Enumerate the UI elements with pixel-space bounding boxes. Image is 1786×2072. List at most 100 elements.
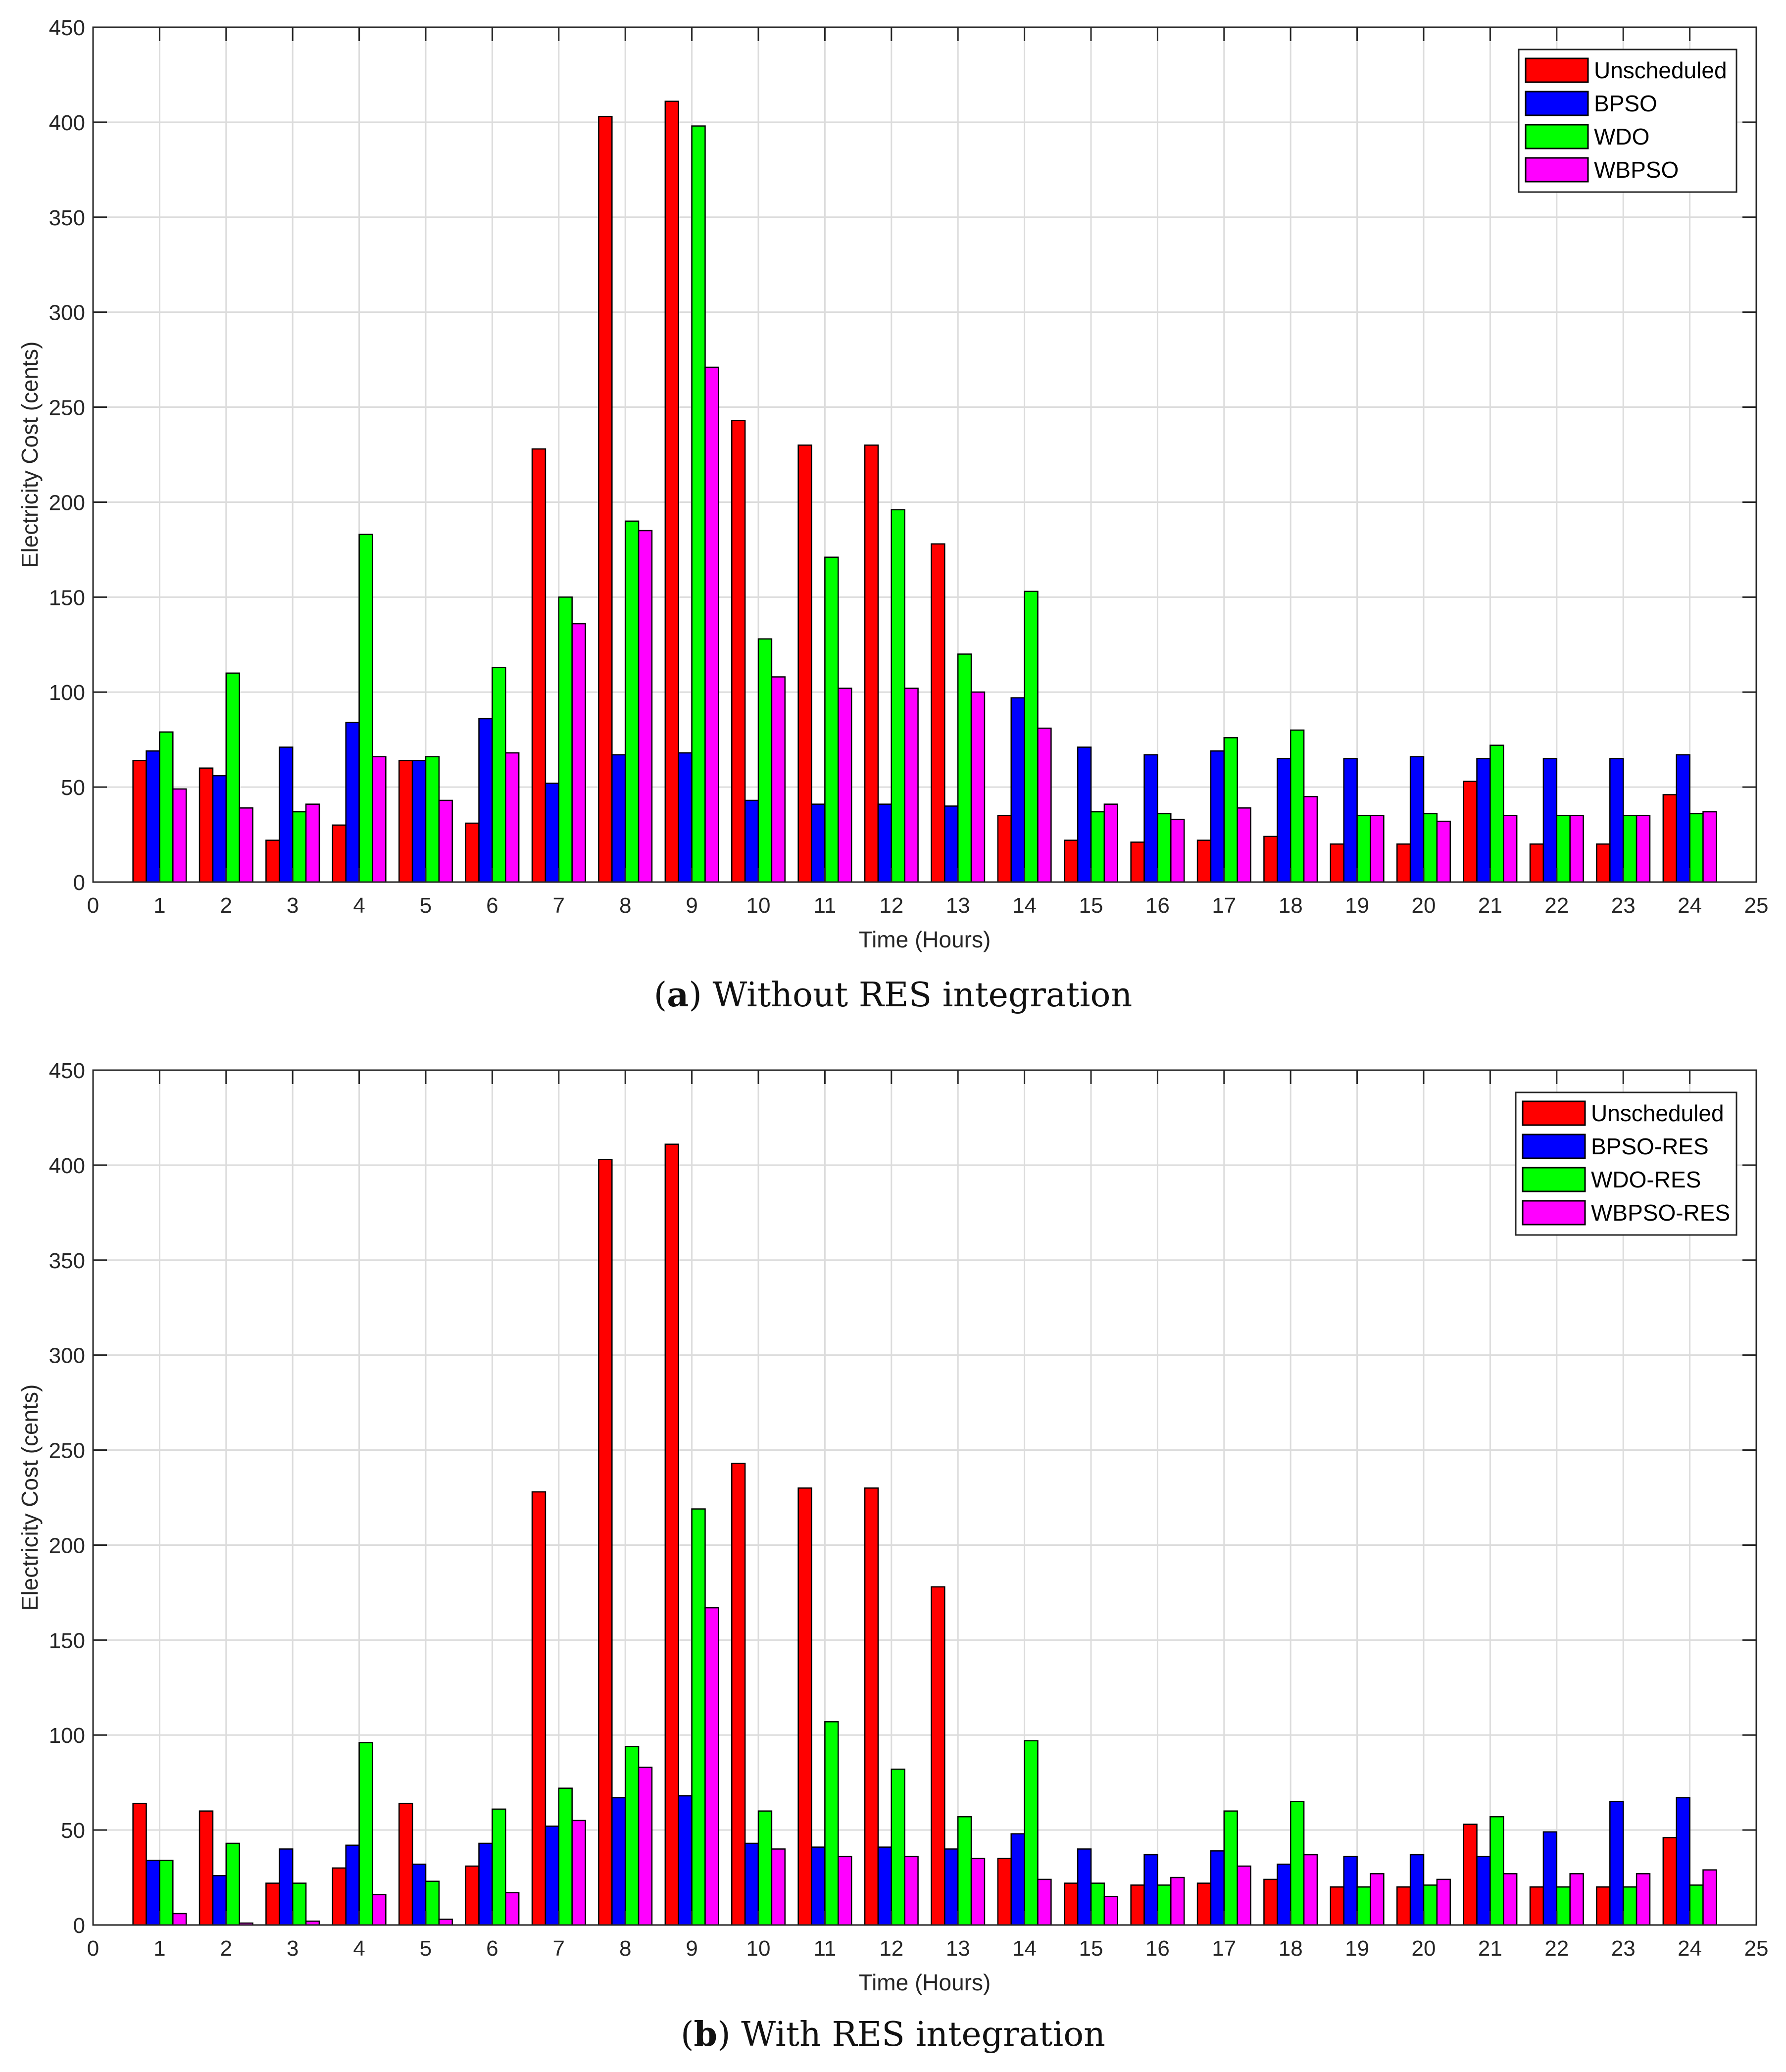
bar-unscheduled-18: [1263, 836, 1278, 883]
x-tick-label: 21: [1478, 893, 1502, 918]
y-tick-label: 100: [49, 1724, 85, 1748]
bar-unscheduled-2: [198, 767, 214, 883]
bar-unscheduled-9: [664, 100, 679, 883]
bar-wbpso-7: [571, 623, 586, 883]
x-tick-label: 9: [686, 1936, 697, 1961]
bar-wbpso-24: [1702, 811, 1717, 883]
bar-wbpso-13: [970, 691, 986, 883]
bar-unscheduled-20: [1396, 1886, 1411, 1926]
bar-wbpso-3: [305, 803, 320, 883]
bar-bpso-14: [1010, 697, 1025, 883]
bar-wbpso-res-13: [970, 1858, 986, 1926]
x-tick-label: 12: [879, 1936, 903, 1961]
bar-unscheduled-16: [1130, 841, 1145, 883]
bar-wbpso-res-24: [1702, 1869, 1717, 1926]
bar-bpso-res-18: [1277, 1863, 1291, 1926]
bar-unscheduled-21: [1463, 781, 1478, 883]
bar-wbpso-17: [1237, 807, 1251, 883]
x-tick-label: 7: [553, 893, 565, 918]
y-tick-label: 50: [61, 1819, 85, 1843]
bar-wbpso-6: [505, 752, 520, 883]
bar-bpso-res-24: [1676, 1797, 1690, 1926]
bar-wbpso-8: [638, 530, 653, 883]
bar-bpso-res-1: [146, 1860, 160, 1926]
bar-unscheduled-24: [1662, 1837, 1677, 1926]
bar-wbpso-10: [771, 676, 786, 883]
bar-bpso-res-20: [1409, 1854, 1425, 1926]
bar-wdo-20: [1423, 813, 1438, 883]
bar-wbpso-res-10: [771, 1848, 786, 1926]
bar-unscheduled-5: [398, 1803, 413, 1926]
bar-bpso-res-19: [1343, 1856, 1358, 1926]
bar-wbpso-res-3: [305, 1921, 320, 1926]
bar-wdo-res-11: [824, 1721, 839, 1926]
bar-wdo-22: [1556, 815, 1571, 883]
bar-wbpso-res-8: [638, 1767, 653, 1926]
bar-wdo-24: [1689, 813, 1704, 883]
bar-unscheduled-8: [598, 116, 613, 883]
legend-swatch: [1525, 91, 1589, 116]
bar-wbpso-5: [438, 799, 453, 883]
bar-wbpso-res-21: [1503, 1873, 1518, 1926]
bar-unscheduled-19: [1330, 1886, 1344, 1926]
bar-wdo-5: [425, 756, 440, 883]
bar-unscheduled-20: [1396, 843, 1411, 883]
bar-unscheduled-2: [198, 1810, 214, 1926]
bar-wdo-res-22: [1556, 1886, 1571, 1926]
bar-bpso-res-23: [1609, 1801, 1624, 1926]
x-tick-label: 20: [1412, 1936, 1436, 1961]
bar-bpso-res-16: [1143, 1854, 1158, 1926]
bar-bpso-res-2: [212, 1875, 227, 1926]
x-tick-label: 4: [353, 1936, 365, 1961]
bar-bpso-res-17: [1210, 1850, 1225, 1926]
bar-unscheduled-15: [1063, 839, 1079, 883]
bar-wdo-res-1: [159, 1860, 174, 1926]
bar-wdo-13: [957, 653, 972, 883]
bar-wdo-res-12: [891, 1769, 905, 1926]
bar-wdo-1: [159, 731, 174, 883]
x-tick-label: 6: [486, 1936, 498, 1961]
bar-unscheduled-18: [1263, 1878, 1278, 1926]
bar-bpso-res-10: [744, 1842, 759, 1926]
bar-unscheduled-3: [265, 1882, 280, 1926]
y-tick-label: 50: [61, 776, 85, 800]
bar-bpso-res-22: [1542, 1831, 1558, 1926]
legend-swatch: [1522, 1100, 1586, 1126]
x-tick-label: 18: [1279, 893, 1303, 918]
x-tick-label: 16: [1145, 893, 1170, 918]
bar-wbpso-2: [239, 807, 253, 883]
x-tick-label: 3: [287, 1936, 298, 1961]
legend: Unscheduled BPSO WDO WBPSO: [1518, 49, 1737, 193]
bar-wbpso-11: [838, 688, 852, 883]
bar-wbpso-res-11: [838, 1856, 852, 1926]
x-tick-label: 9: [686, 893, 697, 918]
bar-wdo-7: [558, 596, 573, 883]
x-tick-label: 5: [420, 893, 432, 918]
bar-bpso-15: [1077, 746, 1092, 883]
bar-bpso-13: [944, 805, 959, 883]
x-tick-label: 15: [1079, 893, 1103, 918]
x-tick-label: 10: [746, 893, 771, 918]
x-tick-label: 8: [619, 893, 631, 918]
bar-bpso-21: [1476, 758, 1491, 883]
bar-wdo-res-20: [1423, 1884, 1438, 1926]
x-tick-label: 25: [1744, 1936, 1769, 1961]
bar-wdo-res-18: [1290, 1801, 1305, 1926]
legend-label: WDO: [1594, 124, 1649, 149]
bar-wdo-res-16: [1157, 1884, 1172, 1926]
bar-unscheduled-13: [931, 1586, 945, 1926]
bar-unscheduled-22: [1529, 1886, 1544, 1926]
bar-bpso-res-15: [1077, 1848, 1092, 1926]
x-tick-label: 5: [420, 1936, 432, 1961]
x-tick-label: 17: [1212, 1936, 1236, 1961]
bar-bpso-res-7: [545, 1825, 560, 1926]
x-tick-label: 3: [287, 893, 298, 918]
bar-wdo-res-21: [1489, 1816, 1504, 1926]
bar-bpso-18: [1277, 758, 1291, 883]
bar-bpso-11: [811, 803, 826, 883]
bar-bpso-16: [1143, 754, 1158, 883]
bar-wdo-res-7: [558, 1787, 573, 1926]
legend-label: Unscheduled: [1591, 1100, 1724, 1126]
bar-wdo-res-9: [691, 1508, 706, 1926]
